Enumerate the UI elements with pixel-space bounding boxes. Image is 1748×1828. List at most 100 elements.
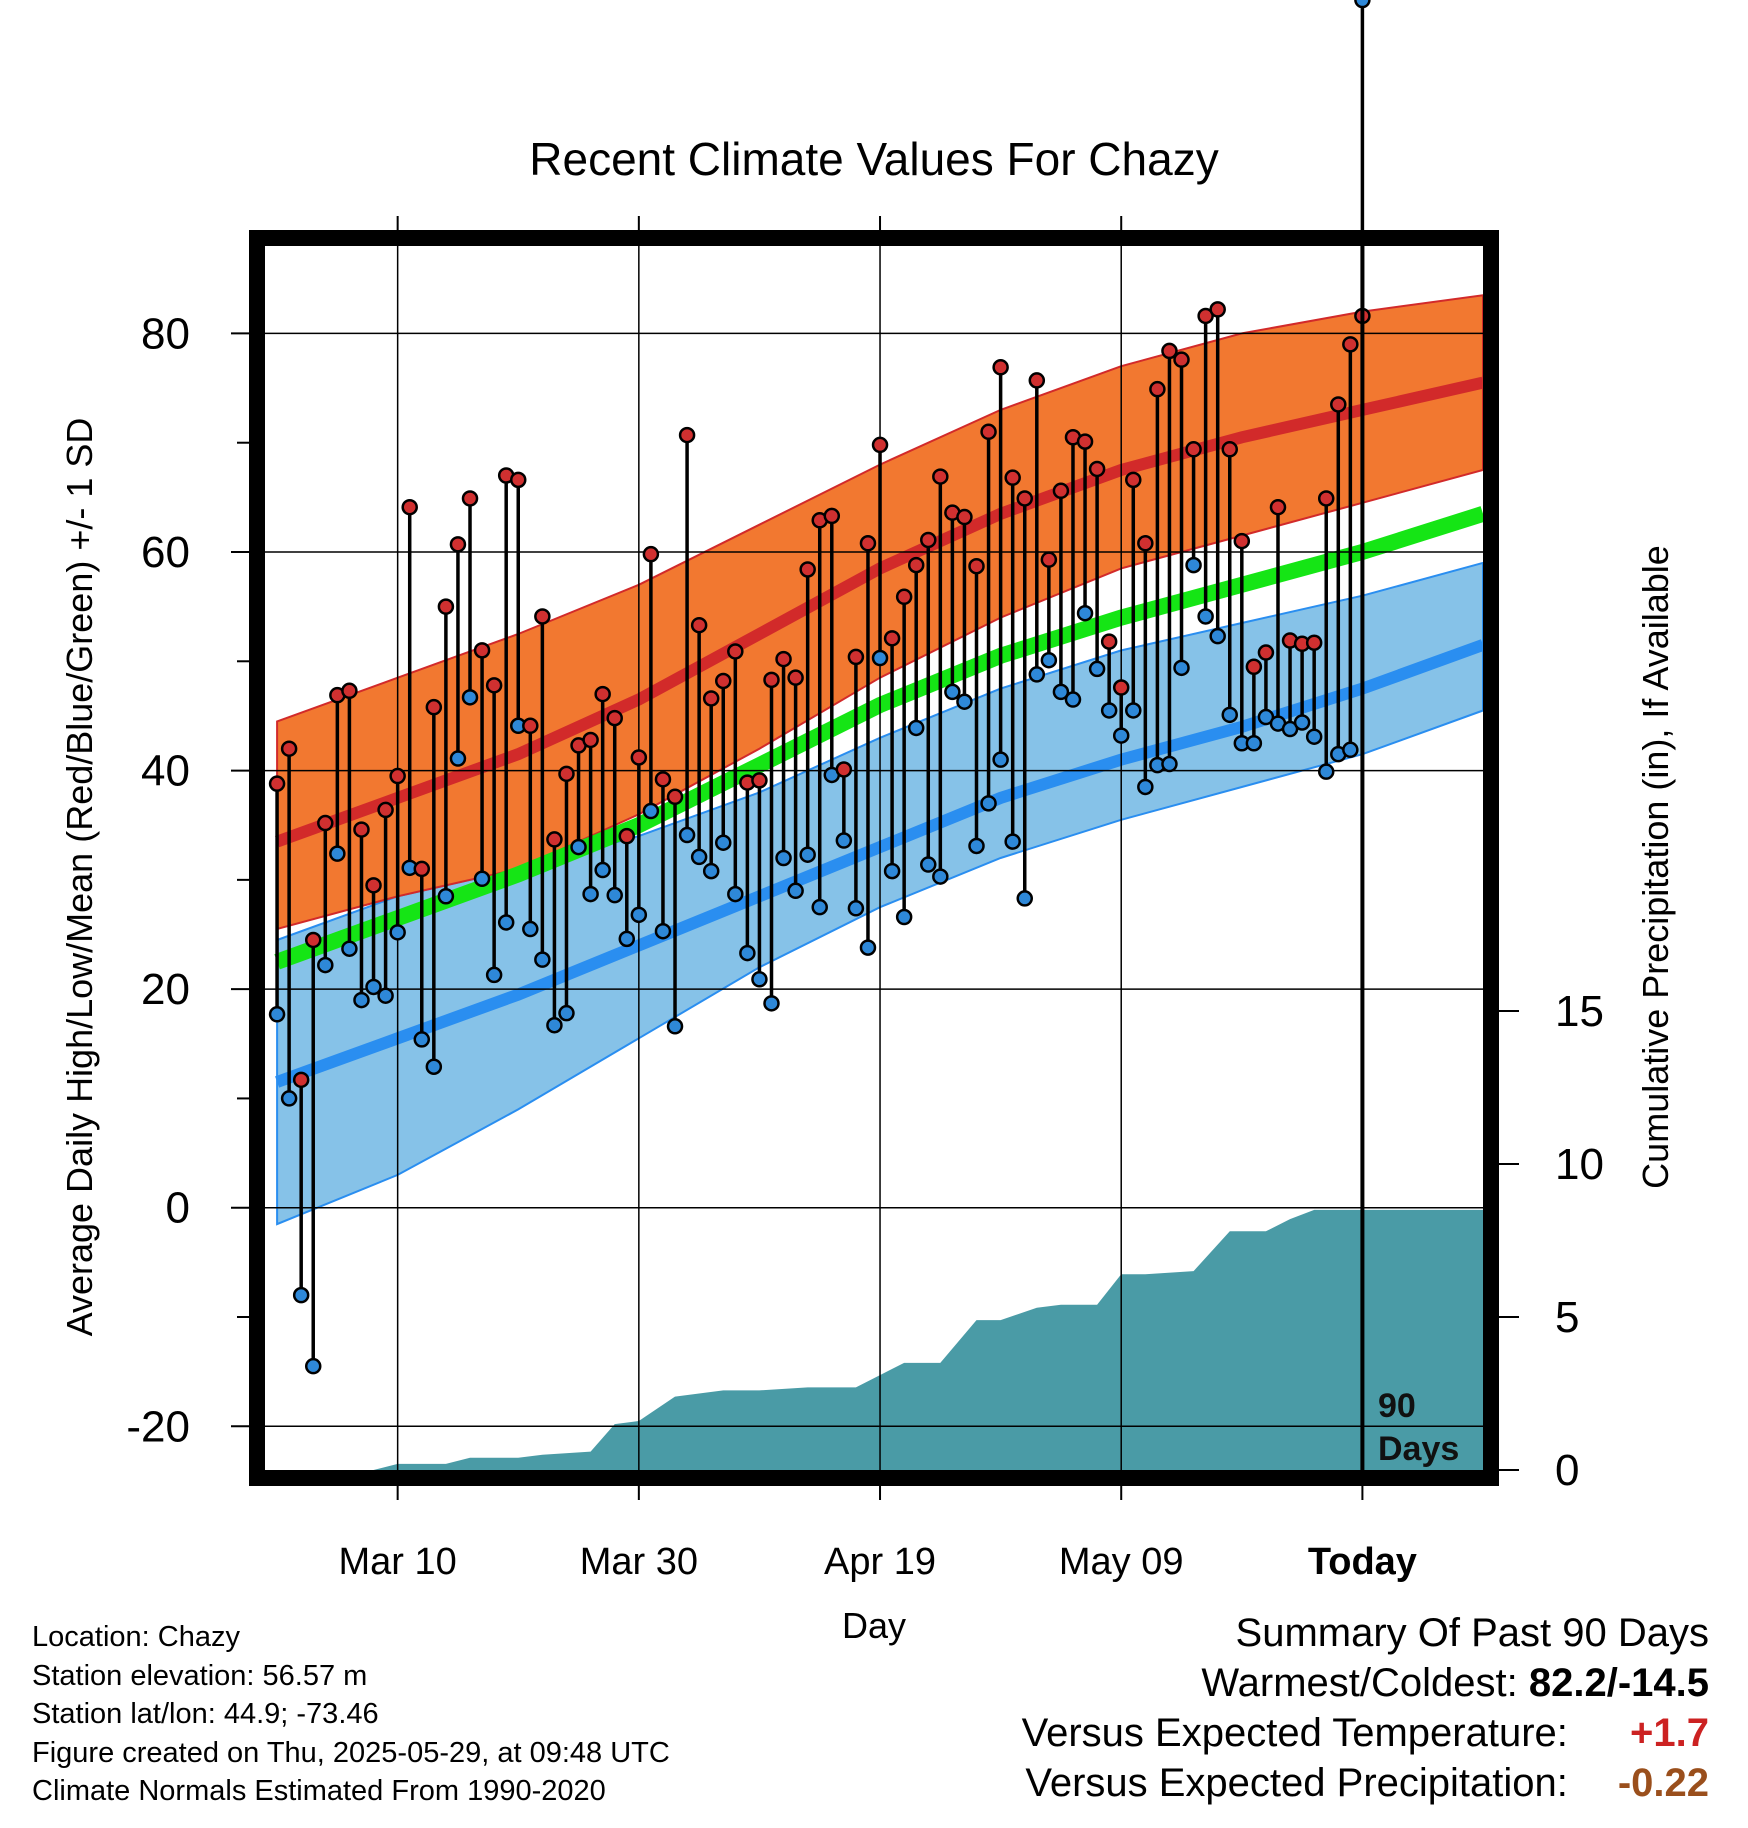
high-point [847,648,865,666]
high-point [1305,634,1323,651]
low-point [546,1016,563,1034]
high-point [1317,490,1335,507]
high-point [1221,441,1239,458]
low-point [1293,714,1311,731]
high-point [1342,336,1359,353]
high-point [582,731,599,749]
summary-row-extremes: Warmest/Coldest: 82.2/-14.5 [1022,1658,1709,1708]
extremes-label: Warmest/Coldest: [1201,1661,1518,1705]
low-point [847,900,865,917]
low-point [642,802,660,820]
high-point [618,827,636,845]
low-point [389,924,406,941]
low-point [425,1058,443,1075]
low-point [413,1031,431,1048]
y-tick-label: 40 [141,747,190,796]
summary-row-precipitation: Versus Expected Precipitation: -0.22 [1022,1758,1709,1808]
today-label-days-word: Days [1378,1430,1459,1468]
high-point [449,536,467,553]
high-point [353,821,370,838]
low-point [606,886,623,904]
low-point [727,885,744,903]
temperature-label: Versus Expected Temperature: [1021,1711,1568,1755]
y-tick-label: 0 [166,1184,190,1233]
low-point [1354,0,1371,9]
high-point [642,545,660,563]
low-point [1281,720,1299,738]
high-point [437,598,455,615]
low-point [365,978,382,996]
high-point [1028,372,1046,389]
normals-text: Climate Normals Estimated From 1990-2020 [32,1775,606,1807]
high-point [775,650,792,668]
high-point [389,767,406,785]
low-point [1040,651,1058,669]
low-point [980,795,997,812]
high-point [268,775,286,792]
low-point [1064,691,1082,708]
low-point [992,751,1009,768]
low-point [787,882,804,900]
high-point [606,709,623,727]
x-tick-label: May 09 [1059,1541,1184,1583]
high-point [932,468,949,485]
high-point [1330,396,1347,413]
high-point [317,814,334,832]
today-marker: 90 Days [1378,1387,1459,1468]
high-point [1185,441,1202,458]
low-point [871,649,889,667]
low-point [920,856,937,873]
high-point [859,535,877,552]
high-point [895,588,913,606]
low-point [907,719,925,737]
low-point [1137,778,1154,796]
temperature-value: +1.7 [1630,1711,1709,1755]
high-point [871,436,889,454]
low-point [1197,608,1214,625]
low-point [859,939,877,956]
axis-labels: Day Average Daily High/Low/Mean (Red/Blu… [59,418,1676,1646]
high-point [1173,351,1190,368]
high-point [787,669,804,686]
created-text: Figure created on Thu, 2025-05-29, at 09… [32,1736,670,1769]
low-point [1052,683,1070,701]
high-point [413,860,431,878]
high-point [304,931,322,949]
low-point [582,885,599,903]
high-point [425,698,443,716]
low-point [317,956,334,974]
high-point [1137,535,1154,552]
y2-tick-label: 10 [1555,1140,1604,1189]
high-point [763,671,780,689]
high-point [823,507,841,525]
x-tick-label: Apr 19 [824,1541,936,1583]
high-point [1257,644,1275,661]
summary-row-temperature: Versus Expected Temperature: +1.7 [1022,1708,1709,1758]
axes: Mar 10 Mar 30 Apr 19 May 09 Today -20 0 20 40 60 8… [126,216,1604,1583]
high-point [1197,307,1214,325]
today-label-days-count: 90 [1378,1387,1416,1425]
high-point [594,685,611,703]
y-tick-label: -20 [126,1402,190,1451]
low-point [1221,706,1239,724]
plot-frame [249,230,1499,1486]
low-point [751,971,768,988]
low-point [666,1018,684,1035]
y2-tick-label: 15 [1555,987,1604,1036]
low-point [1185,556,1202,574]
y2-tick-label: 0 [1555,1446,1579,1495]
low-point [1112,727,1130,744]
precipitation-area [277,1209,1483,1470]
high-point [715,672,732,690]
low-point [1100,702,1118,719]
daily-points [268,0,1371,1375]
low-point [654,922,672,940]
high-point [1052,482,1070,500]
high-point [401,498,418,516]
low-point [702,862,720,880]
y-tick-label: 20 [141,965,190,1014]
high-point [365,877,382,894]
high-point [558,765,575,783]
daily-range-stems [275,0,1365,1367]
